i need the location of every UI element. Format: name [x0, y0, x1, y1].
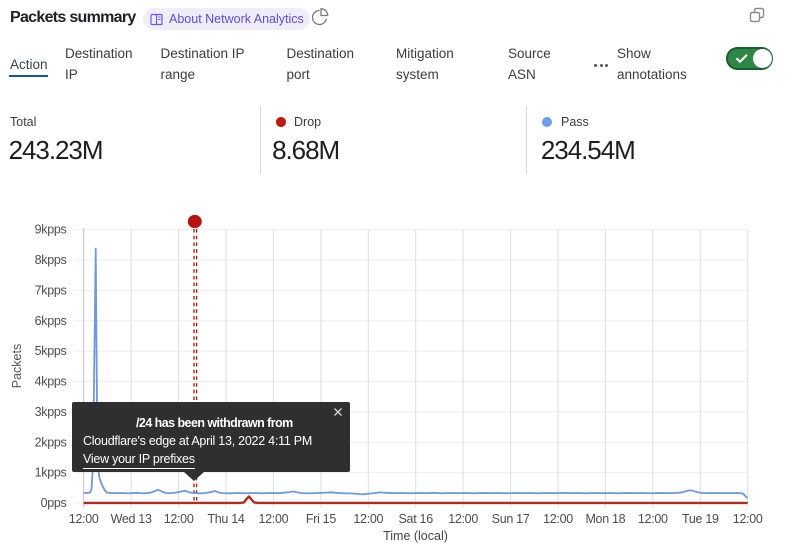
svg-text:8kpps: 8kpps [35, 253, 67, 267]
svg-text:Wed 13: Wed 13 [111, 512, 152, 526]
svg-text:2kpps: 2kpps [35, 435, 67, 449]
svg-text:Fri 15: Fri 15 [306, 512, 337, 526]
svg-text:7kpps: 7kpps [35, 283, 67, 297]
svg-text:12:00: 12:00 [353, 512, 383, 526]
svg-text:Thu 14: Thu 14 [207, 512, 244, 526]
svg-text:12:00: 12:00 [543, 512, 573, 526]
svg-text:Time (local): Time (local) [383, 529, 448, 543]
svg-text:12:00: 12:00 [259, 512, 289, 526]
svg-text:9kpps: 9kpps [35, 223, 67, 237]
svg-text:3kpps: 3kpps [35, 405, 67, 419]
svg-text:12:00: 12:00 [448, 512, 478, 526]
svg-text:12:00: 12:00 [164, 512, 194, 526]
svg-text:5kpps: 5kpps [35, 344, 67, 358]
svg-text:12:00: 12:00 [733, 512, 763, 526]
svg-text:0pps: 0pps [41, 496, 67, 510]
svg-text:6kpps: 6kpps [35, 314, 67, 328]
svg-text:12:00: 12:00 [638, 512, 668, 526]
svg-text:4kpps: 4kpps [35, 375, 67, 389]
svg-text:Sun 17: Sun 17 [492, 512, 530, 526]
svg-text:1kpps: 1kpps [35, 466, 67, 480]
svg-text:Mon 18: Mon 18 [585, 512, 625, 526]
svg-text:Packets: Packets [10, 344, 24, 388]
svg-text:Tue 19: Tue 19 [682, 512, 719, 526]
svg-text:Sat 16: Sat 16 [399, 512, 434, 526]
svg-text:12:00: 12:00 [69, 512, 99, 526]
